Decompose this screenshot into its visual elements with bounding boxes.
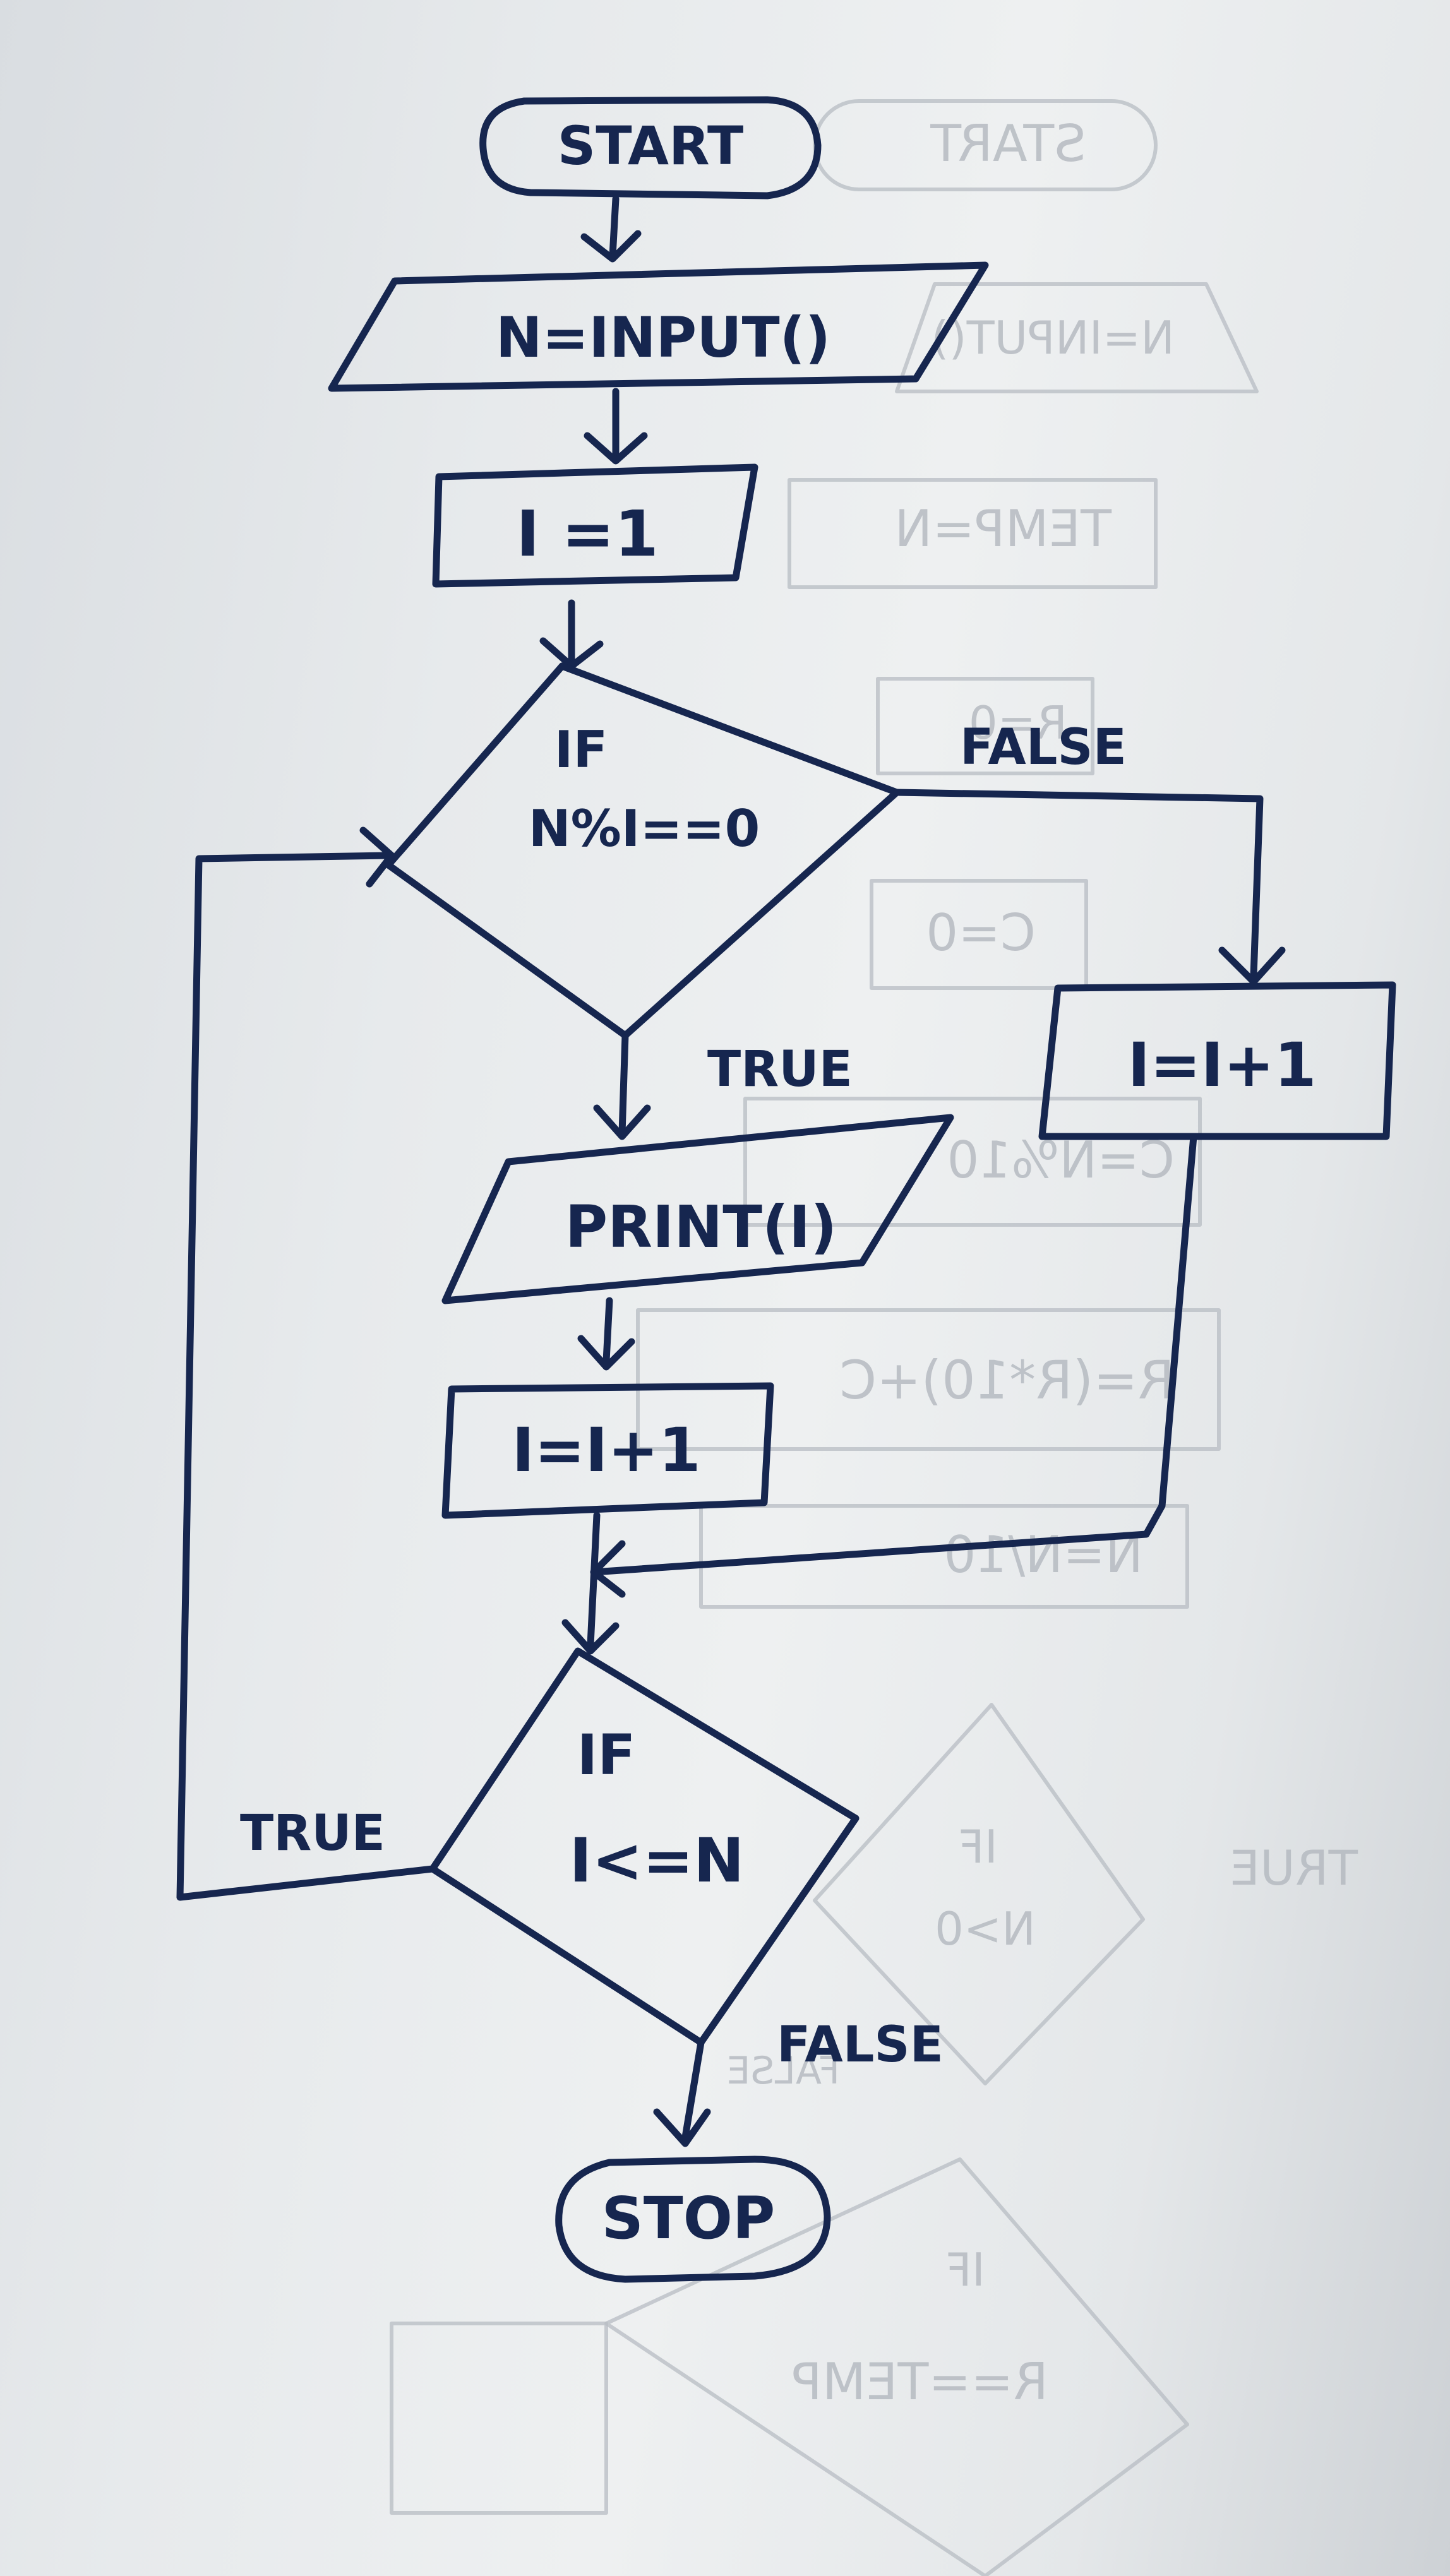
ghost-div-shape <box>699 1504 1189 1609</box>
cond1-line2: N%I==0 <box>529 799 760 858</box>
ghost-if1-shape <box>813 1703 1145 2085</box>
init-node: I =1 <box>432 463 758 588</box>
ghost-if2-shape <box>604 2157 1189 2576</box>
input-node: N=INPUT() <box>328 261 989 392</box>
merge-edge <box>561 1133 1197 1655</box>
ghost-input-shape <box>895 282 1259 393</box>
init-label: I =1 <box>516 497 658 571</box>
ghost-if1-false: FALSE <box>727 2049 840 2093</box>
cond2-node: IF I<=N <box>429 1647 860 2046</box>
inc-false-node: I=I+1 <box>1038 981 1396 1140</box>
bleed-through-diagram: START N=INPUT() TEMP=N R=0 C=0 C=N%10 R=… <box>390 99 1358 2576</box>
start-node: START <box>479 96 822 200</box>
ghost-mod-text: C=N%10 <box>947 1131 1175 1190</box>
start-label: START <box>558 115 744 177</box>
cond1-false-label: FALSE <box>960 719 1127 776</box>
ghost-c-shape <box>870 879 1088 990</box>
ghost-calc-shape <box>636 1308 1221 1451</box>
ghost-temp-shape <box>788 478 1158 589</box>
ghost-mod-shape <box>743 1097 1202 1227</box>
cond1-true-label: TRUE <box>707 1041 853 1098</box>
ghost-if1-line1: IF <box>958 1820 998 1873</box>
ghost-calc-text: R=(R*10)+C <box>839 1349 1175 1411</box>
arrow-init-to-cond1 <box>539 599 604 670</box>
print-label: PRINT(I) <box>565 1193 837 1261</box>
ghost-temp-text: TEMP=N <box>894 499 1112 558</box>
arrow-print-to-inc <box>577 1297 635 1371</box>
ghost-c-text: C=0 <box>926 903 1036 962</box>
cond2-false-edge <box>653 2039 711 2147</box>
ghost-left-box <box>390 2322 608 2515</box>
cond1-false-edge <box>893 789 1286 986</box>
stop-label: STOP <box>602 2185 776 2252</box>
ghost-if1-line2: N>0 <box>935 1902 1036 1955</box>
inc-true-node: I=I+1 <box>441 1382 774 1519</box>
cond2-line2: I<=N <box>570 1825 745 1896</box>
cond2-true-loop <box>176 826 436 1901</box>
ghost-if2-line2: R==TEMP <box>792 2352 1048 2411</box>
cond2-false-label: FALSE <box>777 2017 944 2073</box>
print-node: PRINT(I) <box>441 1114 954 1304</box>
ghost-if2-line1: IF <box>945 2243 985 2296</box>
cond1-node: IF N%I==0 <box>385 662 901 1039</box>
ghost-r-shape <box>876 677 1094 775</box>
cond2-true-label: TRUE <box>240 1805 385 1862</box>
ghost-r-text: R=0 <box>969 696 1067 749</box>
arrow-input-to-init <box>584 388 648 465</box>
stop-node: STOP <box>555 2156 831 2283</box>
ghost-start-text: START <box>930 114 1086 173</box>
input-label: N=INPUT() <box>496 305 830 370</box>
ghost-input-text: N=INPUT() <box>931 311 1175 364</box>
cond2-line1: IF <box>577 1722 636 1787</box>
inc-true-label: I=I+1 <box>512 1415 700 1486</box>
inc-false-label: I=I+1 <box>1127 1030 1316 1100</box>
ghost-if1-true: TRUE <box>1230 1840 1358 1896</box>
cond1-line1: IF <box>554 720 608 779</box>
cond1-true-edge <box>593 1032 651 1140</box>
arrow-start-to-input <box>580 195 642 263</box>
